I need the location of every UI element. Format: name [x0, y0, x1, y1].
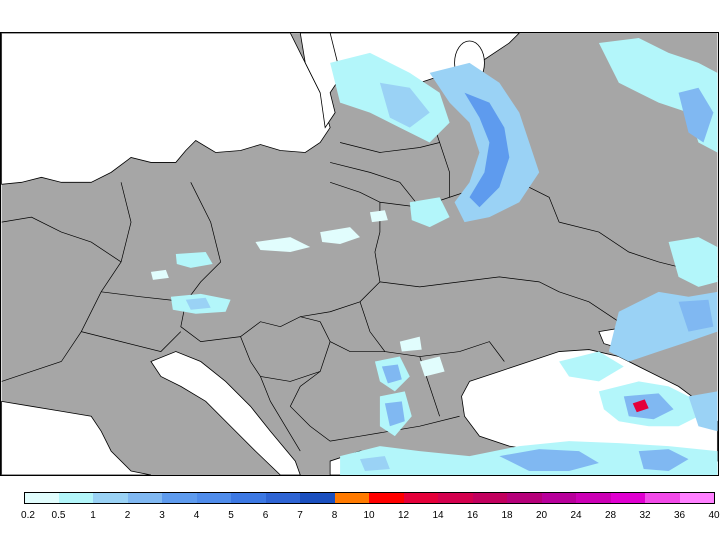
legend-tick-label: 0.5 [51, 510, 66, 521]
precipitation-overlay [150, 37, 718, 475]
legend-tick-label: 3 [159, 510, 165, 521]
legend-swatch [679, 492, 715, 504]
legend-swatch [403, 492, 439, 504]
border-line [319, 321, 385, 352]
legend-tick-label: 20 [535, 510, 548, 521]
legend-swatch [93, 492, 128, 504]
legend-swatch [610, 492, 646, 504]
precip-area [678, 299, 714, 332]
border-line [81, 331, 182, 352]
precip-area [399, 336, 422, 352]
legend-swatch [196, 492, 232, 504]
precip-area [559, 351, 624, 382]
precip-area [409, 197, 450, 228]
legend-swatch [58, 492, 94, 504]
border-line [1, 182, 132, 382]
precip-area [499, 449, 599, 472]
legend-tick-label: 16 [466, 510, 479, 521]
legend-tick-label: 14 [432, 510, 444, 521]
precip-area [369, 210, 388, 223]
precip-area [150, 269, 169, 280]
precip-area [429, 62, 540, 223]
legend-swatch [127, 492, 163, 504]
legend-tick-label: 2 [124, 510, 131, 521]
border-line [379, 276, 620, 322]
border-line [289, 341, 460, 442]
precip-area [678, 87, 714, 143]
border-line [101, 291, 186, 303]
tyrrhenian-sea [1, 400, 152, 475]
legend-tick-label: 6 [262, 510, 269, 521]
precipitation-legend [24, 492, 715, 506]
legend-swatch [472, 492, 508, 504]
precip-area [632, 399, 649, 413]
legend-swatch [438, 492, 473, 504]
precip-area [638, 449, 689, 472]
precip-area [255, 237, 311, 253]
precip-area [320, 227, 360, 245]
legend-tick-label: 40 [708, 510, 720, 521]
legend-swatch [265, 492, 301, 504]
legend-swatch [162, 492, 197, 504]
precip-area [688, 391, 718, 432]
legend-tick-label: 18 [501, 510, 513, 521]
legend-tick-label: 10 [363, 510, 375, 521]
precip-area [175, 252, 213, 268]
legend-tick-label: 36 [673, 510, 686, 521]
legend-tick-label: 7 [297, 510, 303, 521]
border-line [180, 182, 321, 342]
border-line [300, 181, 381, 318]
legend-swatch [334, 492, 370, 504]
precipitation-map [0, 32, 719, 476]
legend-swatch [24, 492, 59, 504]
legend-tick-label: 8 [331, 510, 338, 521]
precip-area [384, 401, 405, 427]
legend-tick-label: 0.2 [21, 510, 35, 521]
legend-tick-label: 24 [570, 510, 582, 521]
legend-tick-label: 12 [397, 510, 410, 521]
adriatic-sea [150, 351, 301, 475]
precip-area [598, 37, 718, 153]
border-line [1, 216, 122, 263]
precip-area [419, 356, 445, 377]
precip-area [359, 456, 390, 472]
legend-swatch [541, 492, 577, 504]
precip-area [381, 364, 402, 384]
border-line [340, 142, 440, 153]
map-canvas [1, 33, 718, 475]
legend-swatch [300, 492, 335, 504]
border-line [260, 376, 301, 452]
legend-swatch [645, 492, 680, 504]
precip-area [623, 393, 674, 420]
legend-swatch [507, 492, 542, 504]
legend-tick-label: 1 [90, 510, 96, 521]
legend-swatch [231, 492, 266, 504]
precip-area [379, 82, 430, 128]
legend-swatch [369, 492, 404, 504]
legend-tick-label: 32 [639, 510, 651, 521]
precip-area [668, 237, 718, 287]
legend-swatch [576, 492, 611, 504]
precip-area [464, 92, 510, 208]
precip-area [185, 297, 211, 310]
legend-tick-label: 4 [193, 510, 200, 521]
legend-tick-label: 28 [604, 510, 617, 521]
legend-tick-label: 5 [228, 510, 234, 521]
border-line [330, 162, 420, 208]
